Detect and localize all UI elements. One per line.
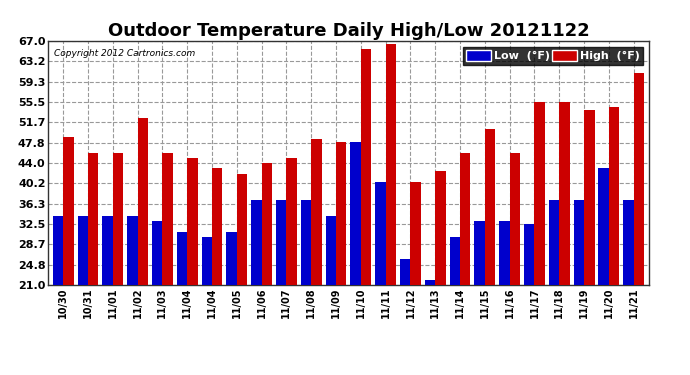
Bar <box>500 221 510 285</box>
Bar <box>301 200 311 285</box>
Bar <box>386 44 396 285</box>
Bar <box>598 168 609 285</box>
Bar <box>460 153 471 285</box>
Bar <box>77 216 88 285</box>
Bar <box>351 142 361 285</box>
Bar <box>226 232 237 285</box>
Bar <box>573 200 584 285</box>
Bar <box>137 118 148 285</box>
Bar <box>510 153 520 285</box>
Bar <box>336 142 346 285</box>
Bar <box>286 158 297 285</box>
Bar <box>485 129 495 285</box>
Bar <box>411 182 421 285</box>
Bar <box>361 49 371 285</box>
Bar <box>450 237 460 285</box>
Bar <box>127 216 137 285</box>
Bar <box>237 174 247 285</box>
Bar <box>251 200 262 285</box>
Bar <box>400 258 411 285</box>
Bar <box>549 200 560 285</box>
Bar <box>201 237 212 285</box>
Bar <box>326 216 336 285</box>
Bar <box>187 158 197 285</box>
Bar <box>52 216 63 285</box>
Bar <box>584 110 595 285</box>
Bar <box>524 224 535 285</box>
Bar <box>162 153 172 285</box>
Bar <box>425 280 435 285</box>
Title: Outdoor Temperature Daily High/Low 20121122: Outdoor Temperature Daily High/Low 20121… <box>108 22 589 40</box>
Bar <box>560 102 570 285</box>
Bar <box>535 102 545 285</box>
Bar <box>475 221 485 285</box>
Bar <box>276 200 286 285</box>
Bar <box>212 168 222 285</box>
Bar <box>152 221 162 285</box>
Bar <box>88 153 99 285</box>
Bar <box>311 139 322 285</box>
Bar <box>102 216 112 285</box>
Bar <box>63 136 74 285</box>
Bar <box>112 153 124 285</box>
Bar <box>435 171 446 285</box>
Bar <box>375 182 386 285</box>
Bar <box>177 232 187 285</box>
Bar <box>623 200 633 285</box>
Legend: Low  (°F), High  (°F): Low (°F), High (°F) <box>463 47 643 64</box>
Bar <box>633 73 644 285</box>
Bar <box>609 108 620 285</box>
Text: Copyright 2012 Cartronics.com: Copyright 2012 Cartronics.com <box>55 49 195 58</box>
Bar <box>262 163 272 285</box>
